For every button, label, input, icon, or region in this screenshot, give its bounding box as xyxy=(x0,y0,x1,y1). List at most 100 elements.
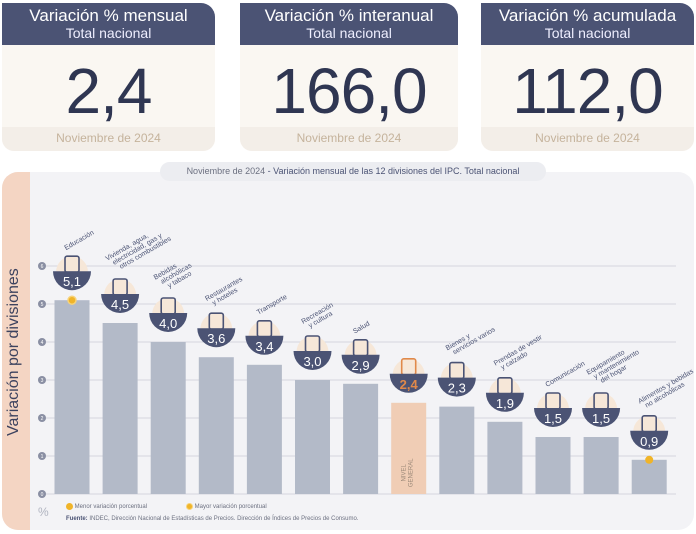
value-label: 1,5 xyxy=(592,411,610,426)
bar xyxy=(198,357,234,494)
category-label-line: Alimentos y bebidas xyxy=(637,368,695,406)
value-label: 3,6 xyxy=(207,331,225,346)
category-label-line: Transporte xyxy=(256,294,289,317)
bar xyxy=(246,364,282,494)
y-tick-marker xyxy=(38,490,46,498)
value-label: 1,9 xyxy=(496,396,514,411)
card-title: Variación % interanual xyxy=(264,6,434,25)
value-label: 3,0 xyxy=(303,354,321,369)
value-bubble xyxy=(437,377,476,397)
value-bubble xyxy=(53,271,91,291)
legend-min: Menor variación porcentual xyxy=(66,503,147,510)
general-label: NIVEL xyxy=(402,463,408,481)
card-date: Noviembre de 2024 xyxy=(2,127,215,151)
card-monthly: Variación % mensual Total nacional 2,4 Nov… xyxy=(2,3,215,151)
y-axis-strip xyxy=(2,172,30,530)
card-accumulated: Variación % acumulada Total nacional 112,… xyxy=(481,3,694,151)
y-tick-label: 1 xyxy=(41,454,44,460)
card-date: Noviembre de 2024 xyxy=(240,127,458,151)
category-label: Salud xyxy=(352,320,371,335)
value-bubble xyxy=(630,430,669,450)
y-tick-label: 0 xyxy=(41,492,44,498)
value-label: 4,0 xyxy=(159,316,177,331)
legend-max-marker-icon xyxy=(186,503,193,510)
card-date: Noviembre de 2024 xyxy=(481,127,694,151)
value-label: 1,5 xyxy=(544,411,562,426)
y-tick-label: 3 xyxy=(41,378,44,384)
category-label: Vivienda, agua,electricidad, gas yotros … xyxy=(105,232,173,270)
y-tick-marker xyxy=(38,338,46,346)
y-tick-label: 4 xyxy=(41,340,44,346)
category-label-line: Comunicación xyxy=(545,360,587,388)
value-bubble xyxy=(197,328,236,348)
value-label: 3,4 xyxy=(255,339,273,354)
card-value: 112,0 xyxy=(512,55,663,127)
bar xyxy=(102,323,138,494)
card-subtitle: Total nacional xyxy=(65,25,152,41)
legend-min-label: Menor variación porcentual xyxy=(74,504,148,511)
bar xyxy=(535,437,571,494)
value-label: 2,4 xyxy=(400,377,419,392)
bar xyxy=(150,342,186,494)
value-label: 4,5 xyxy=(111,297,129,312)
value-bubble xyxy=(534,408,572,427)
y-tick-marker xyxy=(38,300,46,308)
category-label-line: Salud xyxy=(352,320,371,335)
value-label: 2,3 xyxy=(448,381,466,396)
y-tick-label: 5 xyxy=(41,302,44,308)
bar xyxy=(54,300,90,494)
legend-max: Mayor variación porcentual xyxy=(186,503,267,510)
min-marker-icon xyxy=(645,455,654,464)
value-label: 0,9 xyxy=(640,434,658,449)
category-label: Educación xyxy=(64,229,96,251)
bar xyxy=(295,380,330,494)
card-value: 2,4 xyxy=(65,55,153,127)
card-yearly: Variación % interanual Total nacional 166… xyxy=(240,3,458,151)
unit-label: % xyxy=(38,505,49,519)
chart-title-date: Noviembre de 2024 xyxy=(186,166,266,176)
y-tick-marker xyxy=(38,414,46,422)
value-bubble xyxy=(389,373,428,393)
value-bubble xyxy=(485,392,524,412)
bar xyxy=(343,383,379,494)
card-title: Variación % mensual xyxy=(29,6,188,25)
category-label-line: Educación xyxy=(64,229,96,251)
value-bubble xyxy=(101,294,140,314)
y-tick-label: 2 xyxy=(41,416,44,422)
card-subtitle: Total nacional xyxy=(306,25,392,41)
legend-max-label: Mayor variación porcentual xyxy=(194,504,267,511)
y-tick-marker xyxy=(38,452,46,460)
y-tick-marker xyxy=(38,262,46,270)
category-label: Transporte xyxy=(256,294,289,317)
bar-general xyxy=(391,402,427,494)
value-bubble xyxy=(341,354,380,374)
bar xyxy=(631,459,667,494)
chart-title-text: - Variación mensual de las 12 divisiones… xyxy=(265,166,520,176)
bar xyxy=(487,421,523,494)
value-bubble xyxy=(149,313,188,332)
bar xyxy=(583,437,619,494)
bar xyxy=(439,406,475,494)
value-label: 5,1 xyxy=(63,274,81,289)
category-label: Comunicación xyxy=(545,360,587,388)
value-bubble xyxy=(293,351,332,370)
card-subtitle: Total nacional xyxy=(544,25,631,41)
y-tick-label: 6 xyxy=(41,264,44,270)
general-label: GENERAL xyxy=(409,458,415,487)
source-note: Fuente: INDEC, Dirección Nacional de Est… xyxy=(66,516,358,522)
value-bubble xyxy=(582,408,621,427)
max-marker-icon xyxy=(67,295,77,305)
value-label: 2,9 xyxy=(352,358,370,373)
legend-min-marker-icon xyxy=(66,503,73,510)
source-text: INDEC, Dirección Nacional de Estadística… xyxy=(87,516,359,522)
card-value: 166,0 xyxy=(271,55,427,127)
value-bubble xyxy=(245,335,284,355)
chart-title: Noviembre de 2024 - Variación mensual de… xyxy=(160,162,546,181)
